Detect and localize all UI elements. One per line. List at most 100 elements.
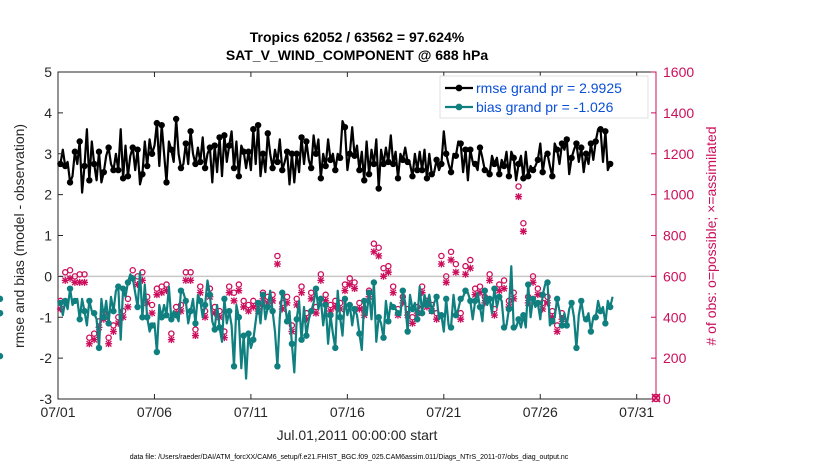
bias-marker — [467, 297, 474, 305]
rmse-marker — [95, 148, 103, 155]
rmse-series-layer — [57, 115, 614, 194]
rmse-marker — [467, 146, 474, 153]
rmse-marker — [428, 170, 435, 178]
obs-assimilated-marker — [476, 289, 484, 297]
bias-marker — [414, 316, 421, 323]
bias-marker — [375, 314, 382, 321]
obs-assimilated-marker — [191, 332, 199, 340]
bias-marker — [525, 281, 532, 288]
obs-assimilated-marker — [182, 276, 190, 284]
obs-assimilated-marker — [466, 264, 474, 272]
obs-assimilated-marker — [543, 299, 551, 307]
obs-assimilated-marker — [201, 313, 209, 321]
rmse-marker — [457, 140, 464, 147]
bias-marker — [0, 295, 4, 303]
bias-marker — [230, 363, 238, 370]
y-tick-label: 1 — [44, 228, 52, 244]
x-tick-label: 07/11 — [234, 404, 268, 420]
bias-marker — [288, 340, 296, 348]
obs-assimilated-marker — [177, 307, 185, 315]
bias-marker — [254, 299, 262, 307]
obs-assimilated-marker — [148, 309, 156, 317]
rmse-marker — [226, 142, 233, 149]
obs-assimilated-marker — [76, 278, 84, 286]
rmse-marker — [496, 170, 503, 178]
obs-assimilated-marker — [370, 248, 378, 256]
bias-marker — [423, 301, 431, 309]
rmse-marker — [520, 175, 527, 182]
obs-assimilated-marker — [167, 336, 175, 344]
y-tick-label: 5 — [44, 64, 52, 80]
obs-assimilated-marker — [138, 276, 146, 284]
obs-assimilated-marker — [293, 301, 301, 309]
y-tick-label: 3 — [44, 146, 52, 162]
rmse-marker — [361, 177, 368, 184]
rmse-marker — [240, 148, 247, 155]
obs-assimilated-marker — [105, 340, 113, 348]
bias-marker — [587, 328, 595, 335]
rmse-marker — [500, 162, 508, 170]
obs-assimilated-marker — [462, 270, 470, 278]
rmse-marker — [259, 150, 267, 157]
obs-assimilated-marker — [457, 315, 465, 323]
rmse-marker — [124, 173, 132, 180]
rmse-marker — [351, 152, 358, 159]
bias-marker — [433, 293, 440, 301]
rmse-marker — [71, 148, 79, 155]
obs-possible-marker — [66, 266, 74, 274]
obs-possible-marker — [515, 183, 522, 190]
obs-assimilated-marker — [510, 295, 518, 303]
y2-tick-label: 0 — [663, 391, 671, 407]
rmse-marker — [563, 136, 570, 143]
bias-marker — [471, 297, 479, 305]
legend-rmse-swatch-marker — [455, 84, 463, 92]
obs-assimilated-marker — [66, 274, 74, 282]
rmse-marker — [476, 144, 484, 151]
obs-assimilated-marker — [124, 303, 132, 311]
obs-possible-marker — [124, 295, 132, 303]
bias-marker — [399, 287, 407, 294]
obs-assimilated-marker — [81, 278, 89, 286]
bias-marker — [389, 303, 397, 311]
bias-marker — [274, 363, 281, 370]
rmse-marker — [423, 175, 431, 182]
obs-assimilated-marker — [71, 278, 79, 286]
bias-marker — [283, 318, 291, 325]
x-tick-label: 07/26 — [523, 404, 558, 420]
rmse-marker — [76, 138, 83, 145]
obs-assimilated-marker — [56, 305, 64, 313]
bias-marker — [452, 312, 460, 319]
bias-marker — [129, 275, 136, 282]
rmse-marker — [597, 126, 604, 133]
obs-assimilated-marker — [495, 287, 503, 295]
bias-marker — [110, 307, 117, 315]
bias-marker — [235, 314, 243, 321]
bias-marker — [606, 303, 614, 311]
bias-marker — [192, 320, 199, 327]
bias-marker — [0, 352, 4, 360]
bias-marker — [365, 289, 373, 296]
obs-assimilated-marker — [384, 268, 392, 276]
rmse-marker — [197, 158, 204, 166]
bias-marker — [71, 297, 79, 305]
obs-assimilated-marker — [437, 260, 445, 268]
obs-assimilated-marker — [490, 311, 498, 319]
obs-assimilated-marker — [278, 305, 286, 313]
rmse-marker — [182, 140, 189, 147]
rmse-marker — [158, 121, 165, 129]
bias-marker — [90, 309, 98, 317]
y2-tick-label: 200 — [663, 350, 687, 366]
bias-marker — [443, 295, 450, 303]
x-axis-label: Jul.01,2011 00:00:00 start — [277, 427, 438, 443]
rmse-marker — [201, 164, 209, 172]
bias-marker — [139, 314, 146, 321]
obs-assimilated-marker — [244, 307, 252, 315]
obs-assimilated-marker — [269, 297, 277, 305]
rmse-marker — [549, 173, 556, 180]
bias-marker — [264, 303, 271, 311]
bias-marker — [322, 301, 329, 309]
rmse-marker — [250, 126, 257, 133]
bias-marker — [0, 309, 4, 317]
bias-marker — [409, 305, 416, 313]
rmse-marker — [216, 134, 223, 141]
